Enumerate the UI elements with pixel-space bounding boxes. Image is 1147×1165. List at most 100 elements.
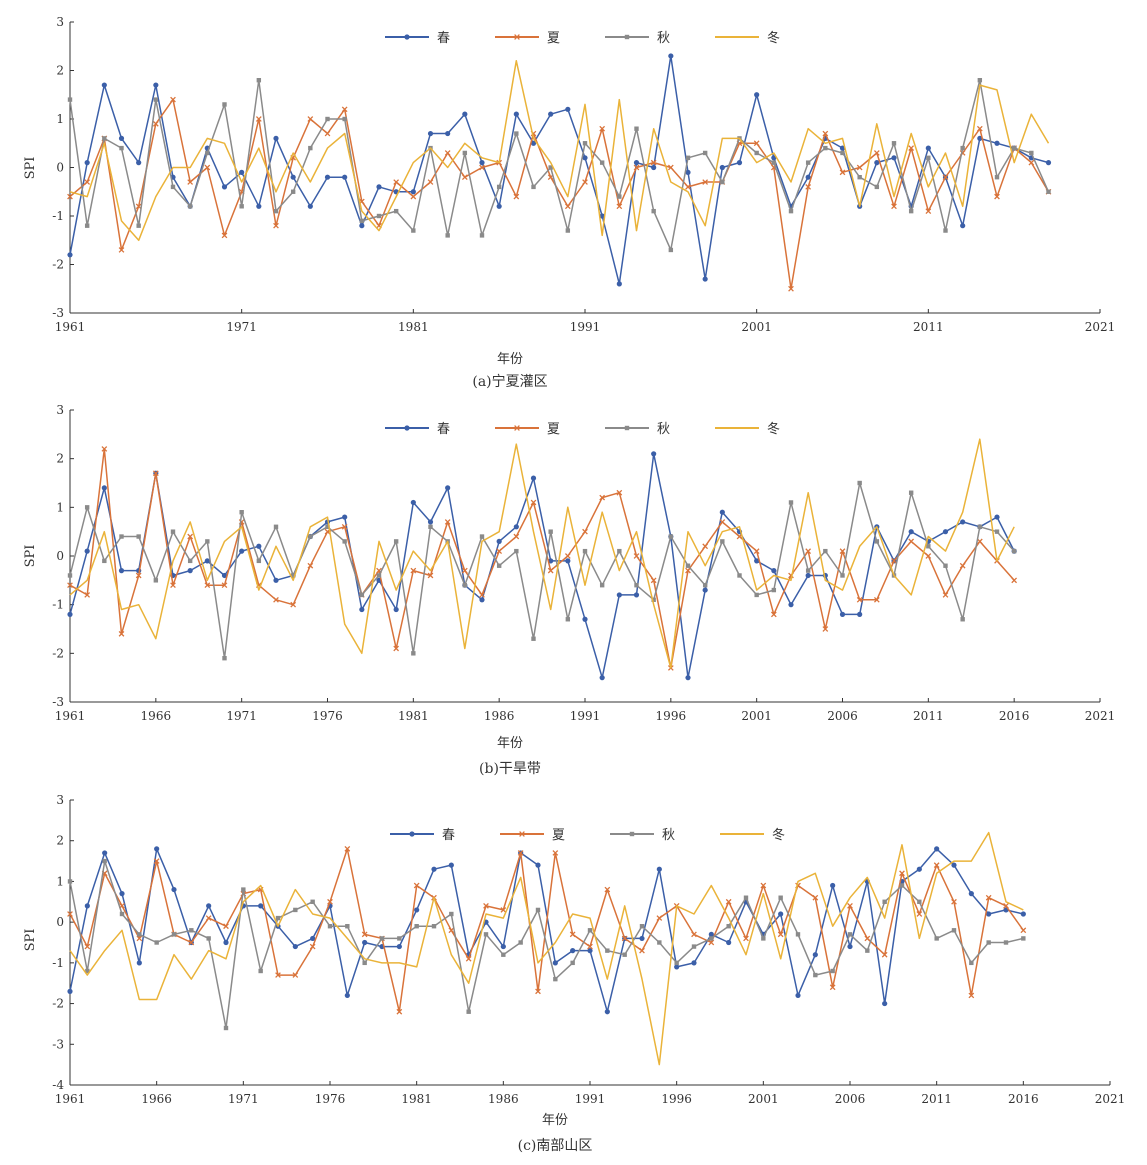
data-point-spring	[206, 903, 212, 909]
data-point-summer	[118, 247, 125, 253]
data-point-autumn	[514, 131, 519, 136]
chart-caption: (b)干旱带	[479, 761, 541, 777]
data-point-autumn	[102, 858, 107, 864]
data-point-summer	[770, 611, 777, 618]
chart-caption: (a)宁夏灌区	[472, 373, 547, 390]
data-point-autumn	[1029, 150, 1034, 156]
x-tick-label: 2011	[913, 320, 944, 334]
data-point-summer	[273, 596, 279, 603]
data-point-summer	[564, 553, 571, 559]
data-point-summer	[633, 553, 640, 559]
data-point-summer	[760, 882, 767, 889]
data-point-spring	[908, 529, 914, 535]
x-tick-label: 2011	[913, 709, 944, 723]
x-tick-label: 1981	[398, 320, 429, 334]
data-point-spring	[587, 948, 593, 954]
data-point-summer	[616, 203, 623, 210]
data-point-summer	[427, 572, 434, 579]
data-point-spring	[639, 935, 645, 942]
data-point-summer	[994, 193, 1000, 200]
data-point-summer	[1003, 902, 1009, 909]
data-point-autumn	[67, 879, 73, 884]
data-point-summer	[621, 935, 628, 942]
data-point-spring	[691, 960, 697, 966]
data-point-autumn	[709, 936, 714, 941]
data-point-summer	[829, 984, 836, 991]
data-point-spring	[535, 862, 541, 868]
series-line-autumn	[69, 482, 1015, 659]
data-point-spring	[221, 572, 228, 579]
data-point-autumn	[137, 932, 142, 937]
data-point-summer	[465, 955, 472, 962]
x-tick-label: 1976	[315, 1092, 346, 1106]
data-point-summer	[479, 164, 485, 171]
data-point-spring	[500, 943, 506, 950]
y-tick-label: 0	[56, 161, 64, 175]
data-point-spring	[702, 587, 708, 593]
data-point-autumn	[582, 548, 588, 554]
x-tick-label: 2016	[1008, 1092, 1039, 1106]
data-point-autumn	[778, 895, 783, 900]
data-point-autumn	[651, 208, 656, 214]
data-point-autumn	[977, 524, 983, 529]
series-spring	[67, 53, 1052, 287]
data-point-spring	[256, 203, 262, 209]
y-tick-label: 3	[56, 793, 64, 807]
data-point-spring	[344, 992, 350, 999]
data-point-spring	[582, 616, 588, 622]
data-point-spring	[310, 935, 316, 942]
data-point-autumn	[462, 583, 468, 588]
data-point-autumn	[119, 911, 125, 917]
data-point-summer	[170, 96, 176, 103]
data-point-summer	[461, 174, 468, 181]
data-point-autumn	[187, 204, 193, 209]
data-point-spring	[582, 155, 588, 161]
legend-label-winter: 冬	[767, 30, 780, 46]
chart-panel-c: 年份 (c)南部山区 SPI -4 -3 -2 -1 0 1 2 3 1961 1966 1971 1…	[23, 793, 1125, 1154]
data-point-summer	[361, 931, 368, 938]
series-line-autumn	[69, 79, 1050, 251]
data-point-autumn	[428, 524, 433, 529]
data-point-spring	[977, 135, 983, 141]
data-point-spring	[857, 611, 863, 618]
legend-label-summer: 夏	[547, 422, 560, 437]
data-point-autumn	[411, 651, 416, 656]
data-point-spring	[445, 485, 451, 491]
data-point-spring	[960, 519, 966, 525]
data-point-summer	[413, 882, 420, 889]
data-point-spring	[674, 964, 680, 970]
data-point-summer	[223, 923, 229, 930]
data-point-summer	[136, 935, 143, 942]
x-tick-label: 1991	[575, 1092, 606, 1106]
data-point-summer	[307, 116, 314, 122]
data-point-summer	[396, 1008, 403, 1015]
data-point-autumn	[874, 184, 880, 190]
data-point-spring	[223, 939, 229, 946]
x-tick-label: 1991	[570, 320, 601, 334]
data-point-spring	[530, 475, 537, 481]
data-point-autumn	[310, 899, 315, 904]
data-point-spring	[84, 160, 90, 166]
data-point-autumn	[531, 184, 536, 190]
data-point-autumn	[771, 587, 777, 593]
data-point-spring	[795, 992, 801, 999]
x-tick-label: 1986	[484, 709, 515, 723]
data-point-spring	[754, 92, 760, 98]
data-point-summer	[691, 931, 697, 938]
series-line-winter	[69, 438, 1015, 669]
data-point-autumn	[222, 102, 227, 107]
data-point-summer	[976, 125, 983, 132]
data-point-spring	[67, 252, 73, 258]
data-point-summer	[204, 164, 211, 171]
data-point-summer	[753, 548, 760, 554]
data-point-spring	[942, 529, 949, 535]
data-point-spring	[651, 164, 657, 171]
x-tick-label: 1971	[228, 1092, 259, 1106]
data-point-autumn	[67, 573, 73, 578]
data-point-autumn	[411, 228, 416, 233]
data-point-autumn	[570, 960, 575, 966]
data-point-spring	[570, 948, 576, 954]
x-axis-label: 年份	[497, 352, 523, 367]
data-point-autumn	[189, 928, 194, 933]
data-point-autumn	[823, 145, 828, 151]
